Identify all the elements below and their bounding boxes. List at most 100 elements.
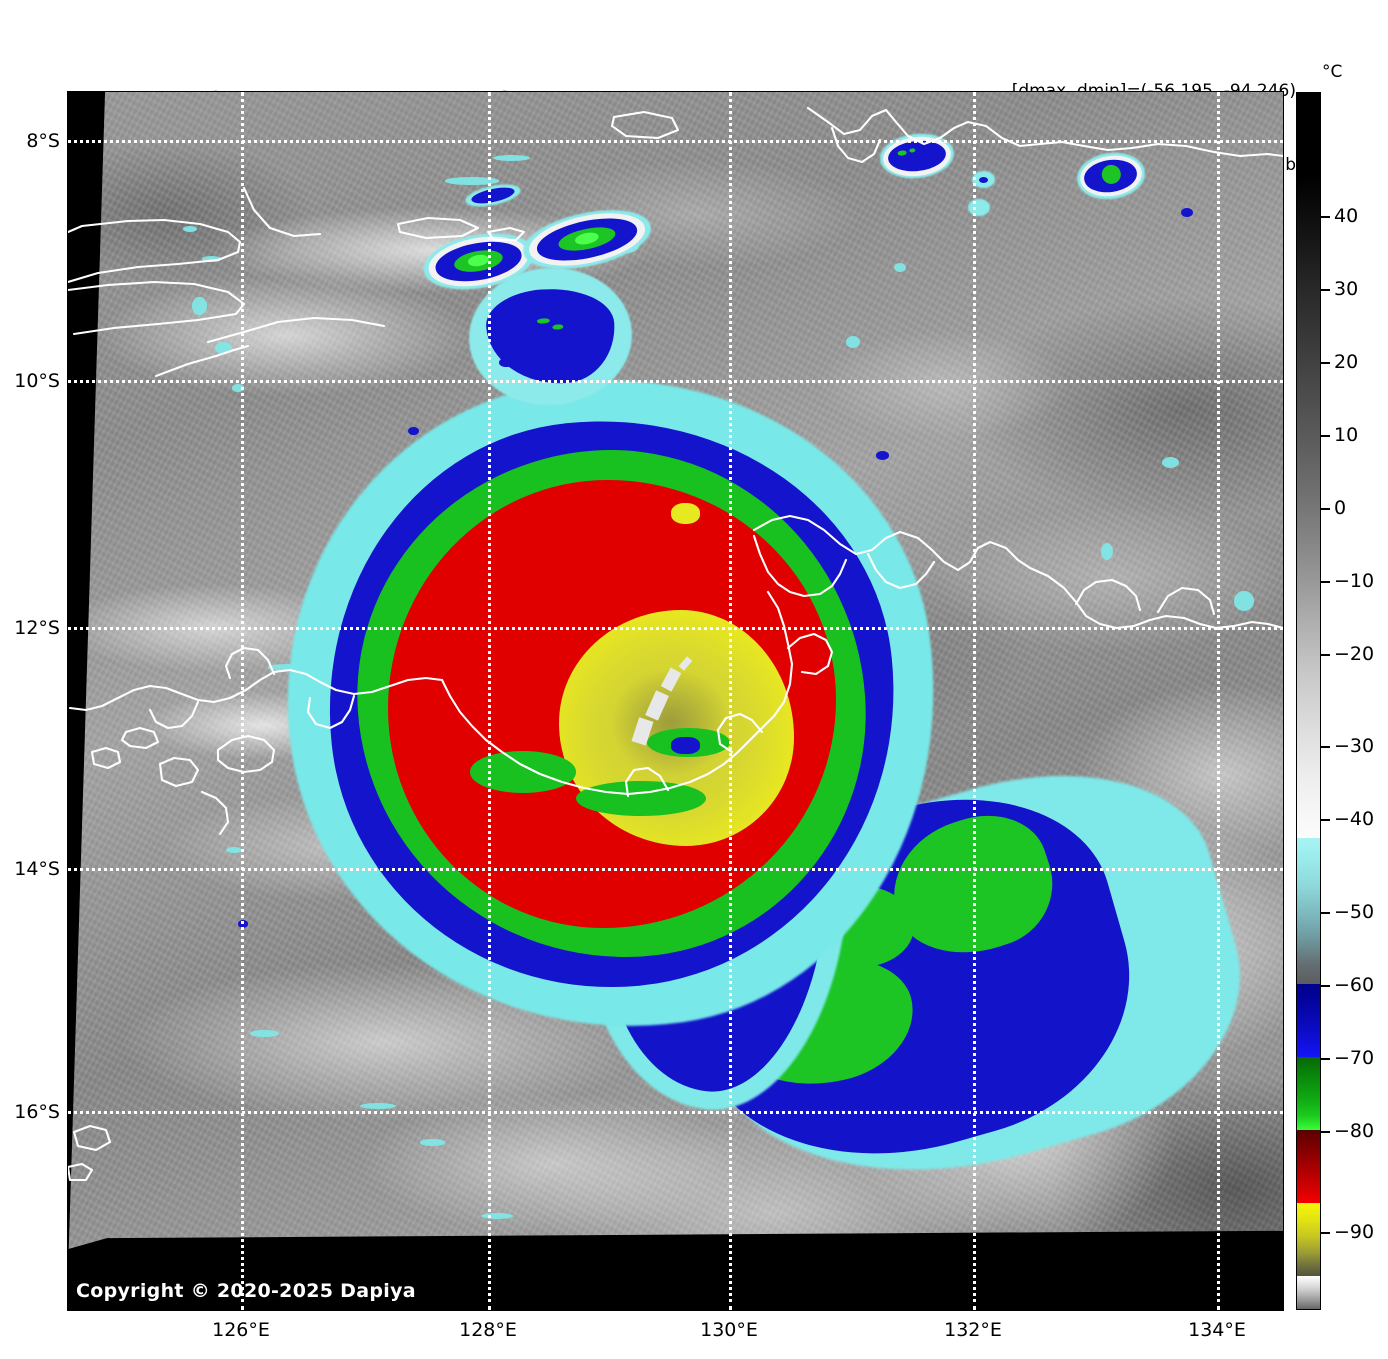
no-data-region-bottom	[68, 1232, 1283, 1310]
cyan-wisp	[444, 177, 500, 185]
coastline-tiwi-islands	[752, 514, 1032, 572]
cyan-wisp	[894, 262, 907, 273]
coastline-small-island-b	[486, 226, 526, 242]
small-blue-fleck	[1180, 207, 1194, 218]
longitude-gridline	[973, 92, 976, 1310]
coastline-overlay	[68, 106, 1283, 1182]
cyan-wisp	[215, 341, 232, 354]
coastline-north-australia	[806, 106, 1283, 158]
small-blue-fleck	[875, 451, 890, 460]
colorbar-tick-label-m90: −90	[1334, 1221, 1375, 1243]
colorbar-tick-label-40: 40	[1334, 205, 1359, 227]
satellite-image-plot[interactable]	[68, 92, 1283, 1310]
latitude-gridline	[68, 140, 1283, 143]
lon-tick-label-130e: 130°E	[700, 1319, 758, 1341]
coastline-nt-inlet-a	[786, 632, 834, 676]
coastline-small-island-c	[610, 110, 680, 140]
lat-tick-label-12s: 12°S	[14, 617, 60, 639]
latitude-gridline	[68, 1111, 1283, 1114]
cb-band-greyscale	[1297, 93, 1320, 838]
lon-tick-label-132e: 132°E	[944, 1319, 1002, 1341]
colorbar-tick-label-10: 10	[1334, 424, 1359, 446]
temperature-colorbar[interactable]: 40 30 20 10 0 −10 −20 −30 −40 −50 −60 −7…	[1296, 92, 1374, 1310]
coastline-darwin-peninsula	[752, 534, 848, 598]
coastline-kimberley-bay-c	[148, 700, 200, 730]
colorbar-tick	[1321, 654, 1330, 656]
colorbar-tick	[1321, 289, 1330, 291]
lon-tick-label-134e: 134°E	[1188, 1319, 1246, 1341]
colorbar-tick	[1321, 581, 1330, 583]
cyan-wisp	[268, 664, 308, 671]
colorbar-tick-label-30: 30	[1334, 278, 1359, 300]
coastline-kimberley-bay-b	[224, 646, 276, 680]
colorbar-tick-label-20: 20	[1334, 351, 1359, 373]
coastline-kimberley	[68, 668, 444, 712]
coastline-timor-ne	[154, 344, 250, 378]
cyan-wisp	[191, 296, 207, 315]
coastline-arnhem-bay	[1074, 578, 1142, 612]
cb-band-yellow	[1297, 1203, 1320, 1276]
cyan-wisp	[359, 1102, 397, 1110]
coastline-nt-inlet-c	[624, 766, 670, 798]
cyan-wisp	[225, 847, 242, 854]
lat-tick-label-10s: 10°S	[14, 370, 60, 392]
colorbar-tick-label-m50: −50	[1334, 901, 1375, 923]
colorbar-tick-label-m80: −80	[1334, 1120, 1375, 1142]
lat-tick-label-8s: 8°S	[26, 130, 60, 152]
latitude-gridline	[68, 380, 1283, 383]
coastline-kimberley-spur	[200, 790, 230, 836]
colorbar-tick	[1321, 216, 1330, 218]
colorbar-tick-label-m30: −30	[1334, 735, 1375, 757]
small-blue-fleck	[499, 357, 513, 368]
coastline-nt-mainland	[440, 590, 794, 796]
colorbar-tick-label-m60: −60	[1334, 974, 1375, 996]
cyan-wisp	[1100, 542, 1113, 560]
cb-band-blue	[1297, 984, 1320, 1057]
colorbar-tick	[1321, 1232, 1330, 1234]
cyan-wisp	[250, 1029, 280, 1037]
colorbar-tick-label-m20: −20	[1334, 643, 1375, 665]
cb-band-cyan	[1297, 838, 1320, 984]
longitude-gridline	[1217, 92, 1220, 1310]
storm-yellow-fleck	[670, 503, 701, 524]
cyan-wisp	[232, 384, 245, 392]
colorbar-unit-label: °C	[1322, 62, 1343, 82]
coastline-arnhem-west	[1028, 566, 1283, 630]
longitude-gridline	[488, 92, 491, 1310]
cyan-wisp	[845, 335, 861, 348]
lat-tick-label-16s: 16°S	[14, 1101, 60, 1123]
cb-band-green	[1297, 1057, 1320, 1130]
coastline-kimberley-island-a	[120, 726, 160, 750]
coastline-island-sw-a	[72, 1124, 112, 1152]
latitude-gridline	[68, 868, 1283, 871]
coastline-timor-south	[68, 280, 246, 336]
coastline-timor-channel	[206, 316, 386, 344]
storm-green-notch	[576, 780, 706, 817]
cyan-wisp	[183, 225, 197, 233]
cb-band-white	[1297, 1276, 1320, 1309]
cyan-wisp	[201, 256, 222, 262]
storm-blue-notch	[670, 736, 701, 755]
coastline-kimberley-inner	[216, 734, 276, 774]
coastline-gulf-inlet	[1156, 586, 1216, 616]
coastline-north-australia-inlet	[830, 126, 882, 164]
coastline-kimberley-bay-a	[306, 694, 356, 730]
colorbar-tick	[1321, 819, 1330, 821]
colorbar-tick	[1321, 362, 1330, 364]
colorbar-tick	[1321, 912, 1330, 914]
lon-tick-label-128e: 128°E	[459, 1319, 517, 1341]
longitude-gridline	[729, 92, 732, 1310]
small-blue-fleck	[408, 426, 420, 436]
colorbar-tick	[1321, 1058, 1330, 1060]
ring-blue-core	[978, 176, 989, 183]
small-cyan-ring-cell	[971, 170, 996, 189]
lon-tick-label-126e: 126°E	[212, 1319, 270, 1341]
copyright-label: Copyright © 2020-2025 Dapiya	[76, 1280, 416, 1302]
coastline-timor-spur	[242, 186, 322, 238]
cyan-wisp	[1234, 591, 1254, 611]
colorbar-tick	[1321, 746, 1330, 748]
cb-band-red	[1297, 1130, 1320, 1203]
coastline-nt-inlet-b	[716, 712, 764, 754]
cyan-wisp	[1161, 457, 1179, 469]
colorbar-tick-label-m10: −10	[1334, 570, 1375, 592]
